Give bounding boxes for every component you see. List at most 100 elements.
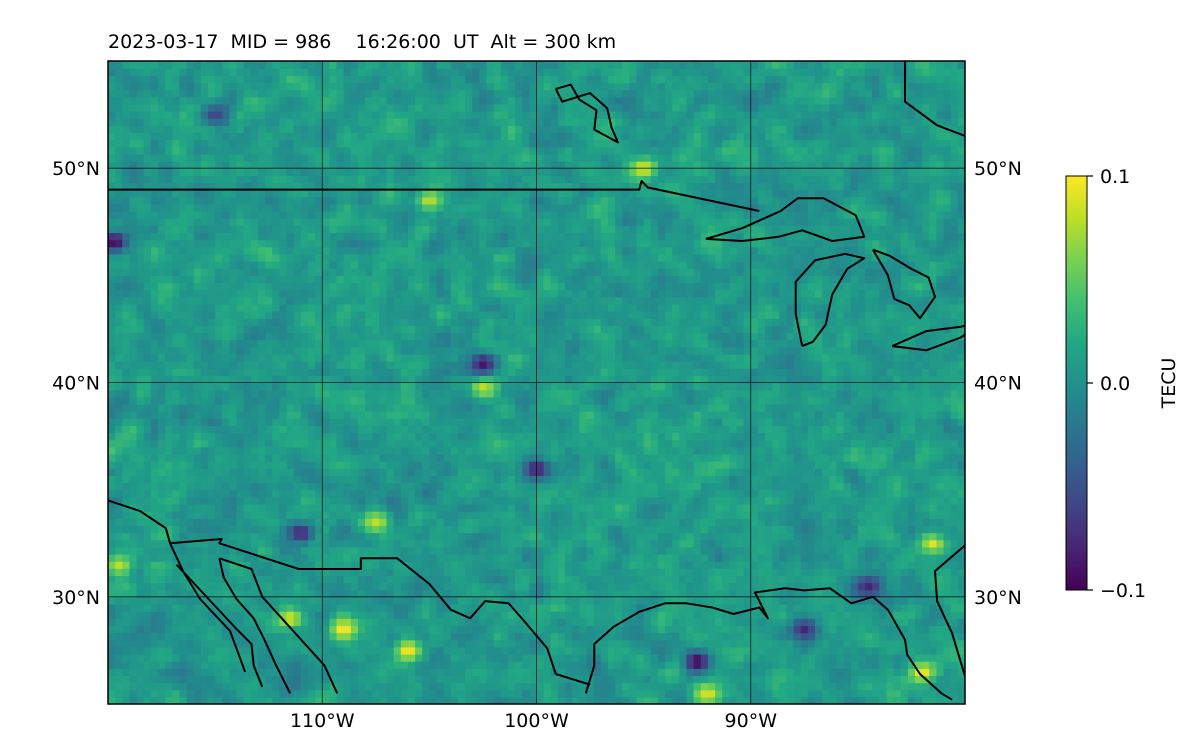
tec-cell — [193, 482, 202, 491]
tec-cell — [265, 532, 273, 541]
tec-cell — [922, 575, 930, 584]
tec-cell — [115, 632, 123, 641]
tec-cell — [557, 475, 566, 484]
tec-cell — [686, 518, 695, 526]
tec-cell — [322, 639, 330, 648]
tec-cell — [936, 468, 945, 476]
tec-cell — [229, 439, 238, 448]
tec-cell — [207, 532, 216, 541]
tec-cell — [400, 646, 409, 655]
tec-cell — [193, 546, 202, 555]
tec-cell — [207, 575, 216, 584]
tec-cell — [850, 496, 859, 505]
tec-cell — [379, 696, 388, 704]
tec-cell — [236, 511, 245, 519]
tec-cell — [257, 475, 266, 484]
tec-cell — [693, 668, 702, 677]
tec-cell — [322, 675, 330, 684]
tec-cell — [929, 518, 938, 526]
tec-cell — [557, 611, 566, 619]
tec-cell — [657, 553, 666, 562]
tec-cell — [450, 496, 459, 505]
tec-cell — [193, 468, 202, 476]
tec-cell — [222, 475, 231, 484]
tec-cell — [257, 596, 266, 605]
tec-cell — [236, 539, 245, 548]
tec-cell — [507, 532, 516, 541]
tec-cell — [850, 439, 859, 448]
tec-cell — [757, 539, 766, 548]
tec-cell — [522, 561, 530, 569]
tec-cell — [472, 546, 480, 555]
tec-cell — [586, 582, 595, 591]
tec-cell — [343, 496, 352, 505]
tec-cell — [515, 432, 523, 441]
tec-cell — [872, 539, 880, 548]
tec-cell — [543, 689, 552, 698]
tec-cell — [472, 525, 480, 534]
tec-cell — [243, 682, 252, 691]
tec-cell — [565, 625, 573, 634]
tec-cell — [272, 553, 280, 562]
tec-cell — [329, 446, 338, 455]
tec-cell — [579, 532, 588, 541]
tec-cell — [772, 646, 780, 655]
tec-cell — [465, 439, 473, 448]
tec-cell — [572, 603, 580, 612]
tec-cell — [108, 446, 116, 455]
tec-cell — [372, 668, 380, 677]
tec-cell — [172, 625, 181, 634]
tec-cell — [729, 453, 738, 462]
tec-cell — [407, 503, 416, 512]
tec-cell — [743, 589, 752, 598]
tec-cell — [393, 432, 402, 441]
tec-cell — [815, 439, 823, 448]
tec-cell — [757, 611, 766, 619]
tec-cell — [472, 403, 480, 412]
tec-cell — [108, 425, 116, 434]
tec-cell — [657, 539, 666, 548]
tec-cell — [907, 511, 916, 519]
tec-cell — [122, 682, 131, 691]
tec-cell — [379, 411, 388, 419]
tec-cell — [293, 496, 302, 505]
tec-cell — [443, 403, 452, 412]
tec-cell — [779, 425, 788, 434]
tec-cell — [215, 668, 223, 677]
tec-cell — [407, 618, 416, 627]
tec-cell — [286, 696, 295, 704]
tec-cell — [450, 532, 459, 541]
tec-cell — [807, 668, 816, 677]
tec-cell — [236, 632, 245, 641]
tec-cell — [436, 675, 445, 684]
tec-cell — [307, 503, 316, 512]
tec-cell — [143, 646, 152, 655]
tec-cell — [722, 575, 730, 584]
tec-cell — [700, 696, 709, 704]
tec-cell — [879, 453, 888, 462]
tec-cell — [572, 425, 580, 434]
tec-cell — [150, 661, 159, 669]
tec-cell — [893, 611, 902, 619]
tec-cell — [515, 446, 523, 455]
tec-cell — [293, 418, 302, 426]
tec-cell — [807, 632, 816, 641]
tec-cell — [157, 646, 166, 655]
tec-cell — [707, 618, 716, 627]
tec-cell — [115, 453, 123, 462]
tec-cell — [415, 632, 423, 641]
tec-cell — [322, 668, 330, 677]
tec-cell — [207, 632, 216, 641]
tec-cell — [622, 653, 630, 662]
tec-cell — [736, 689, 745, 698]
tec-cell — [765, 425, 773, 434]
tec-cell — [650, 639, 659, 648]
tec-cell — [143, 489, 152, 498]
tec-cell — [650, 461, 659, 469]
tec-cell — [672, 618, 680, 627]
tec-cell — [686, 618, 695, 627]
tec-cell — [800, 525, 809, 534]
tec-cell — [536, 696, 545, 704]
tec-cell — [893, 453, 902, 462]
